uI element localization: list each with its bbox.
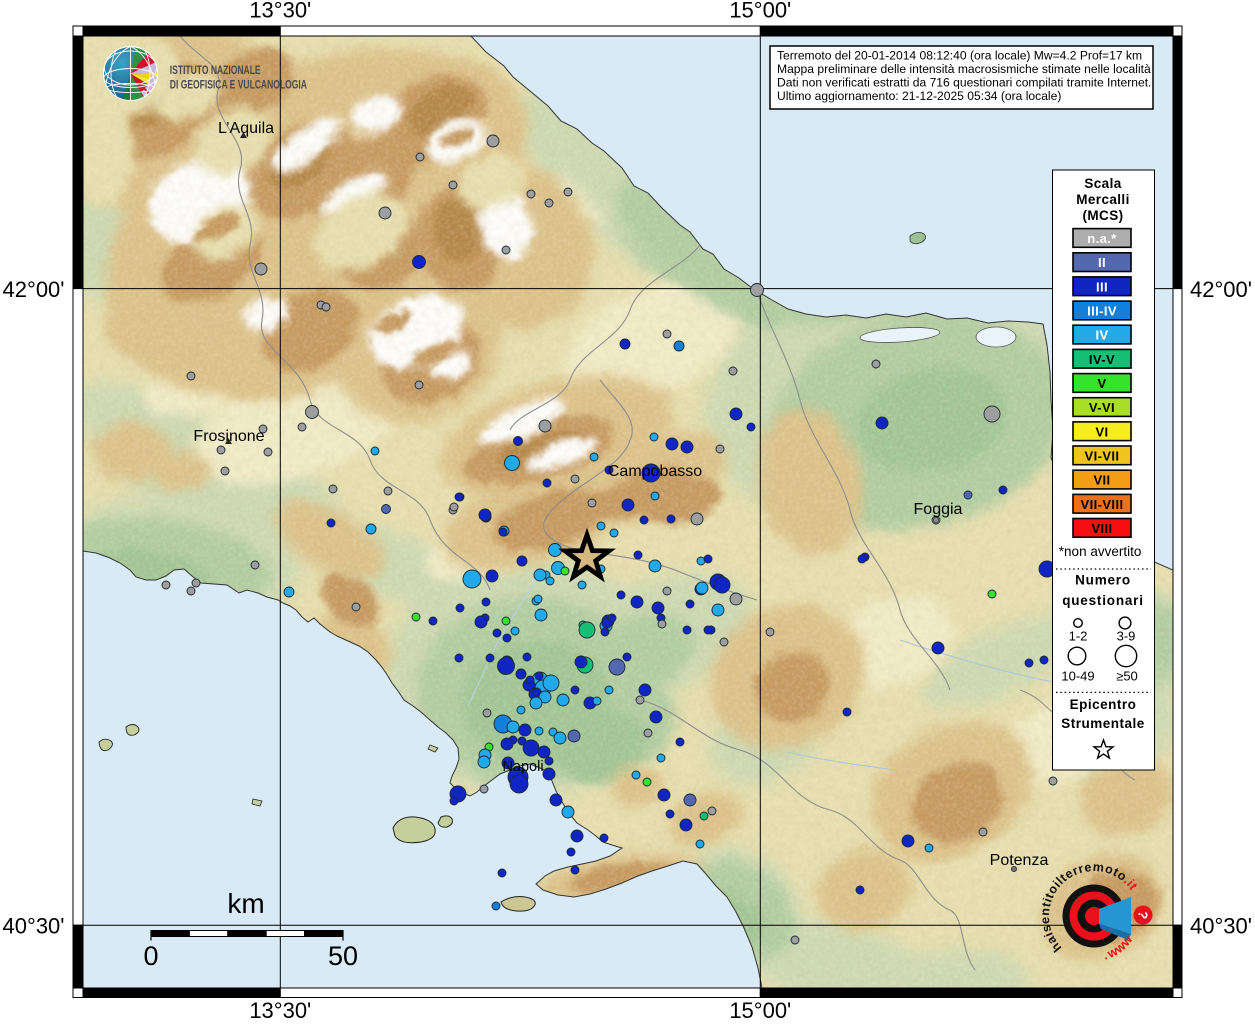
svg-text:≥50: ≥50 [1116,669,1138,684]
svg-text:DI GEOFISICA E VULCANOLOGIA: DI GEOFISICA E VULCANOLOGIA [170,78,307,92]
svg-text:t: t [1039,900,1054,908]
svg-text:r: r [1076,861,1085,876]
svg-text:0: 0 [143,941,158,971]
svg-text:II: II [1098,255,1106,270]
svg-text:13°30': 13°30' [249,0,311,23]
svg-text:t: t [1111,865,1122,880]
svg-text:VI-VII: VI-VII [1085,448,1120,463]
svg-text:10-49: 10-49 [1061,669,1094,684]
svg-text:VII-VIII: VII-VIII [1081,497,1124,512]
svg-text:i: i [1042,930,1056,939]
svg-text:n.a.*: n.a.* [1087,231,1117,246]
svg-text:Numero: Numero [1075,573,1131,588]
svg-text:1-2: 1-2 [1069,629,1088,644]
svg-text:i: i [1050,878,1063,890]
svg-text:V: V [1097,376,1106,391]
svg-text:III-IV: III-IV [1087,304,1117,319]
svg-text:Strumentale: Strumentale [1061,716,1145,731]
svg-text:Terremoto del 20-01-2014 08:12: Terremoto del 20-01-2014 08:12:40 (ora l… [777,49,1142,63]
svg-text:(MCS): (MCS) [1083,208,1124,223]
svg-text:r: r [1070,863,1080,878]
svg-text:VIII: VIII [1091,521,1112,536]
svg-text:*non avvertito: *non avvertito [1059,544,1142,559]
svg-text:III: III [1096,279,1108,294]
svg-text:13°30': 13°30' [249,998,311,1023]
svg-text:40°30': 40°30' [3,914,65,939]
svg-text:15°00': 15°00' [729,0,791,23]
svg-text:Napoli: Napoli [502,759,543,775]
svg-text:questionari: questionari [1062,593,1144,608]
svg-text:Dati non verificati estratti d: Dati non verificati estratti da 716 ques… [777,76,1151,90]
svg-text:Scala: Scala [1084,176,1121,191]
svg-text:Potenza: Potenza [990,852,1049,869]
svg-text:t: t [1042,890,1057,900]
svg-text:ISTITUTO NAZIONALE: ISTITUTO NAZIONALE [170,64,261,78]
svg-text:e: e [1038,916,1053,924]
svg-text:IV-V: IV-V [1089,352,1115,367]
svg-text:n: n [1038,907,1053,916]
svg-text:Campobasso: Campobasso [608,463,702,480]
svg-text:42°00': 42°00' [3,277,65,302]
svg-text:Mappa preliminare delle intens: Mappa preliminare delle intensità macros… [777,62,1151,76]
svg-text:50: 50 [328,941,358,971]
svg-text:i: i [1040,896,1054,904]
svg-text:m: m [1092,860,1104,875]
svg-text:V-VI: V-VI [1089,400,1115,415]
svg-text:15°00': 15°00' [729,998,791,1023]
svg-text:VI: VI [1095,424,1108,439]
svg-text:Mercalli: Mercalli [1076,192,1129,207]
svg-text:40°30': 40°30' [1190,914,1252,939]
svg-text:Frosinone: Frosinone [193,428,264,445]
svg-text:42°00': 42°00' [1190,277,1252,302]
svg-text:.: . [1102,948,1109,962]
svg-text:VII: VII [1093,473,1110,488]
svg-text:3-9: 3-9 [1117,629,1136,644]
svg-text:Epicentro: Epicentro [1070,697,1137,712]
svg-text:?: ? [1135,910,1151,920]
svg-text:Ultimo aggiornamento: 21-12-20: Ultimo aggiornamento: 21-12-2025 05:34 (… [777,89,1061,103]
svg-text:e: e [1083,860,1092,875]
svg-text:i: i [1124,877,1137,889]
svg-text:IV: IV [1095,328,1108,343]
svg-text:L’Aquila: L’Aquila [218,120,274,137]
svg-text:Foggia: Foggia [914,501,963,518]
svg-text:o: o [1103,862,1115,878]
svg-text:km: km [227,888,264,919]
svg-text:s: s [1039,924,1054,934]
